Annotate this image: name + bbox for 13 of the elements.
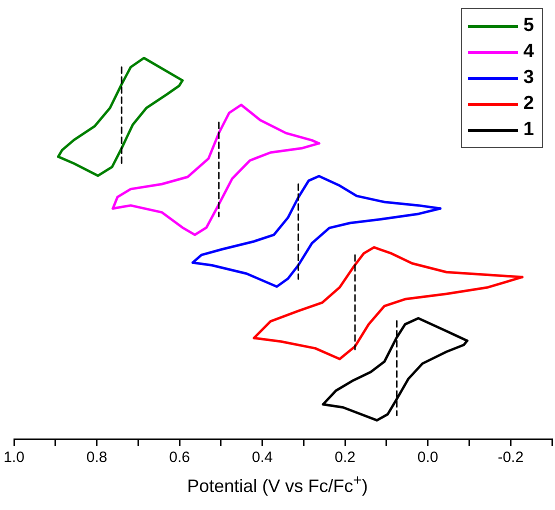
x-tick-label: 0.8 <box>86 449 108 466</box>
x-tick-label: 0.6 <box>169 449 190 466</box>
x-tick-label: 1.0 <box>4 449 24 466</box>
x-tick-label: 0.4 <box>252 449 273 466</box>
x-tick-label: 0.0 <box>417 449 438 466</box>
legend-label: 2 <box>523 93 534 115</box>
x-tick-label: -0.2 <box>498 449 524 466</box>
legend-label: 5 <box>523 15 534 37</box>
legend-label: 3 <box>523 67 534 89</box>
legend-label: 1 <box>523 119 534 141</box>
legend-label: 4 <box>523 41 534 63</box>
x-axis-title: Potential (V vs Fc/Fc$^{+}$) <box>186 472 369 497</box>
x-tick-label: 0.2 <box>334 449 356 466</box>
